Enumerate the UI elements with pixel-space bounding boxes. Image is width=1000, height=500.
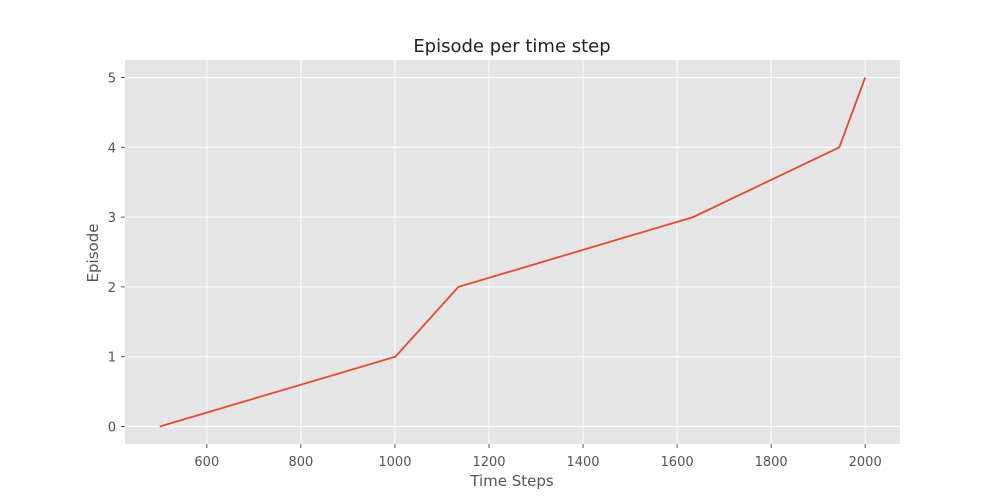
grid <box>125 60 900 444</box>
x-tick-label: 1200 <box>472 455 505 470</box>
chart-title: Episode per time step <box>413 36 610 57</box>
y-tick-label: 0 <box>108 421 116 436</box>
plot-area <box>125 60 900 444</box>
x-tick-label: 800 <box>288 455 313 470</box>
y-axis-title: Episode <box>84 224 102 283</box>
x-axis: 600 800 1000 1200 1400 1600 1800 2000 <box>194 444 882 470</box>
y-tick-label: 2 <box>108 281 116 296</box>
x-tick-label: 1400 <box>566 455 599 470</box>
y-tick-label: 1 <box>108 351 116 366</box>
x-axis-title: Time Steps <box>469 472 554 490</box>
y-tick-label: 5 <box>108 71 116 86</box>
y-tick-label: 3 <box>108 211 116 226</box>
y-tick-label: 4 <box>108 141 116 156</box>
x-tick-label: 2000 <box>849 455 882 470</box>
series-line <box>159 77 867 428</box>
x-tick-label: 1800 <box>755 455 788 470</box>
x-tick-label: 1000 <box>378 455 411 470</box>
series-layer <box>159 77 867 428</box>
x-tick-label: 1600 <box>661 455 694 470</box>
y-axis: 0 1 2 3 4 5 <box>108 71 125 436</box>
x-tick-label: 600 <box>194 455 219 470</box>
